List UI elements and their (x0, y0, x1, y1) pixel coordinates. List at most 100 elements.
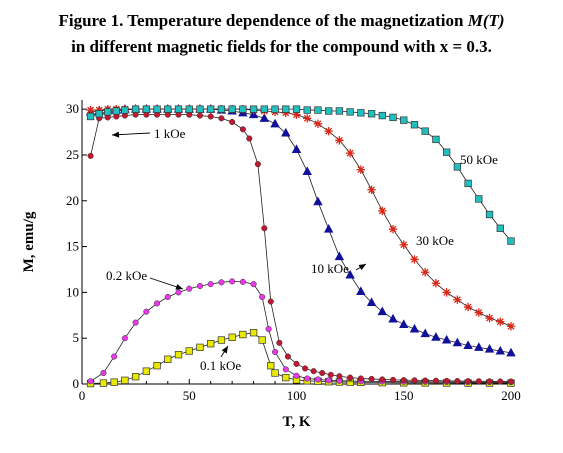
data-point-50-koe (335, 107, 344, 115)
data-point-30-koe (378, 206, 387, 216)
data-point-30-koe (313, 119, 323, 129)
chart-labels: 1 kOe 0.2 kOe 0.1 kOe 10 kOe 30 kOe 50 kOe (106, 126, 498, 373)
data-point-0_1-koe (282, 373, 290, 382)
data-point-0_2-koe (186, 285, 193, 292)
data-point-1-koe (218, 115, 225, 122)
data-point-1-koe (411, 377, 418, 384)
data-point-30-koe (463, 302, 473, 312)
data-point-10-koe (484, 344, 495, 353)
data-point-0_1-koe (239, 330, 247, 339)
data-point-1-koe (347, 374, 354, 381)
series-50-koe (86, 105, 515, 245)
data-point-30-koe (335, 136, 344, 145)
data-point-50-koe (303, 106, 311, 114)
data-point-50-koe (367, 110, 376, 118)
x-tick-label: 150 (394, 388, 414, 403)
data-point-50-koe (86, 112, 95, 121)
data-point-1-koe (507, 378, 515, 385)
data-point-30-koe (506, 322, 516, 331)
data-point-50-koe (314, 106, 322, 114)
data-point-1-koe (319, 369, 326, 377)
data-point-50-koe (207, 105, 215, 113)
data-point-50-koe (410, 121, 419, 129)
y-tick-label: 25 (66, 147, 79, 162)
data-point-0_1-koe (249, 329, 258, 337)
data-point-50-koe (507, 237, 515, 245)
data-point-0_2-koe (132, 319, 139, 326)
data-point-50-koe (185, 105, 193, 113)
data-point-10-koe (399, 319, 409, 328)
data-point-0_1-koe (174, 351, 183, 359)
data-point-0_1-koe (207, 340, 215, 348)
data-point-1-koe (284, 353, 291, 360)
data-point-0_2-koe (175, 289, 182, 296)
curve-label: 30 kOe (416, 233, 454, 248)
data-point-50-koe (475, 195, 483, 203)
data-point-1-koe (87, 152, 94, 159)
data-point-10-koe (420, 328, 430, 338)
curve-label-arrowhead (221, 346, 228, 354)
data-point-0_1-koe (217, 336, 226, 344)
data-point-30-koe (410, 255, 419, 264)
data-point-50-koe (153, 105, 161, 113)
data-point-0_2-koe (314, 376, 322, 383)
series-0_1-koe (86, 329, 515, 388)
data-point-50-koe (142, 105, 151, 113)
data-point-0_2-koe (282, 366, 289, 373)
curve-label-arrowhead (112, 131, 120, 138)
data-point-30-koe (496, 317, 505, 326)
data-point-0_2-koe (100, 369, 107, 377)
data-point-50-koe (496, 224, 504, 232)
data-point-0_2-koe (218, 279, 225, 286)
data-point-0_2-koe (239, 278, 246, 285)
data-point-1-koe (246, 135, 253, 142)
data-point-0_1-koe (196, 343, 204, 352)
data-point-0_1-koe (271, 369, 279, 377)
data-point-0_2-koe (164, 293, 171, 301)
y-tick-label: 10 (66, 284, 79, 299)
data-point-1-koe (336, 373, 343, 380)
data-point-1-koe (310, 368, 317, 375)
data-point-30-koe (421, 268, 430, 277)
data-point-10-koe (388, 313, 398, 323)
data-point-30-koe (474, 308, 484, 317)
data-point-0_1-koe (110, 378, 118, 386)
y-tick-label: 0 (73, 376, 80, 391)
data-point-10-koe (345, 269, 355, 279)
data-point-50-koe (239, 105, 247, 113)
data-point-30-koe (388, 224, 398, 234)
data-point-0_1-koe (258, 336, 266, 344)
data-point-1-koe (196, 112, 204, 119)
x-tick-label: 200 (501, 388, 521, 403)
data-point-10-koe (313, 196, 323, 206)
data-point-1-koe (207, 113, 214, 120)
data-point-50-koe (282, 105, 290, 113)
data-point-50-koe (378, 111, 386, 120)
data-point-0_2-koe (154, 300, 161, 307)
data-point-1-koe (239, 126, 246, 133)
data-point-10-koe (377, 306, 388, 316)
data-point-50-koe (164, 105, 172, 113)
data-point-0_2-koe (121, 335, 128, 342)
data-point-30-koe (431, 279, 441, 288)
data-point-50-koe (357, 109, 365, 117)
curve-label: 10 kOe (311, 261, 349, 276)
data-point-50-koe (485, 210, 494, 219)
series-10-koe (85, 104, 516, 357)
y-tick-label: 20 (66, 193, 79, 208)
x-axis-title: T, K (282, 414, 310, 430)
data-point-50-koe (346, 108, 354, 116)
data-point-0_2-koe (143, 308, 150, 315)
data-point-0_2-koe (293, 372, 300, 379)
data-point-50-koe (421, 127, 429, 135)
data-point-50-koe (174, 105, 183, 113)
data-point-1-koe (267, 298, 274, 305)
figure-title-italic: M(T) (467, 11, 505, 30)
data-point-30-koe (324, 126, 333, 136)
data-point-50-koe (453, 163, 462, 171)
data-point-1-koe (379, 376, 386, 383)
data-point-10-koe (291, 144, 302, 153)
data-point-0_1-koe (228, 333, 236, 341)
data-point-10-koe (452, 337, 463, 347)
data-point-0_2-koe (111, 353, 118, 360)
